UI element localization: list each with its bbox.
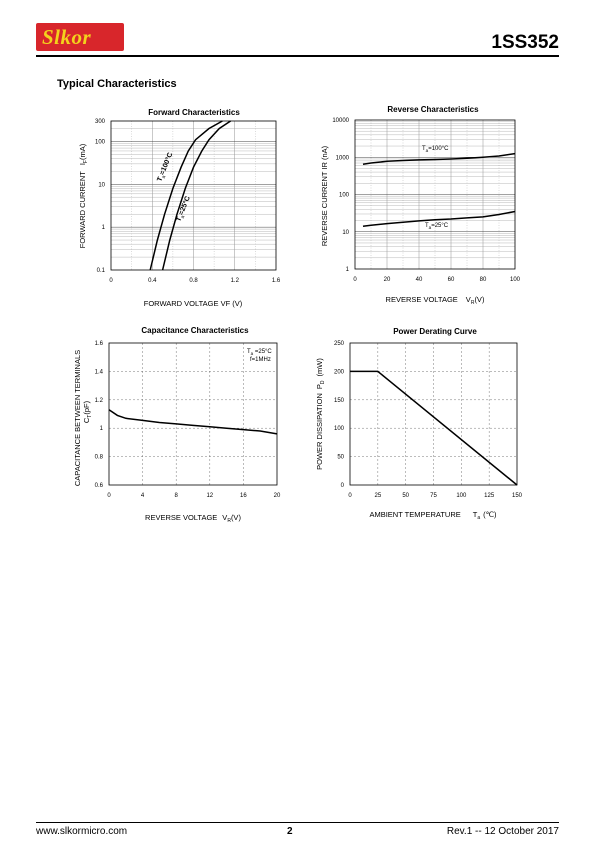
x-tick-label: 0 (109, 278, 113, 284)
plot-frame (349, 342, 518, 486)
x-axis-label: AMBIENT TEMPERATURE Ta (℃) (369, 510, 497, 521)
y-tick-label: 1.6 (95, 341, 104, 347)
y-axis-label-unit: CT(pF) (82, 400, 93, 423)
y-tick-label: 150 (334, 398, 345, 404)
y-tick-label: 100 (339, 193, 350, 199)
x-tick-label: 75 (430, 493, 437, 499)
y-tick-label: 250 (334, 341, 345, 347)
brand-logo: Slkor (36, 23, 124, 51)
y-tick-label: 10000 (332, 118, 349, 124)
test-condition-freq: f=1MHz (250, 357, 271, 363)
y-tick-label: 1.2 (95, 398, 104, 404)
x-tick-label: 1.2 (231, 278, 240, 284)
y-tick-label: 1 (100, 426, 104, 432)
footer-revision: Rev.1 -- 12 October 2017 (446, 826, 559, 837)
series-line (362, 210, 516, 228)
x-tick-label: 0.8 (189, 278, 198, 284)
x-tick-label: 50 (402, 493, 409, 499)
chart-title: Reverse Characteristics (387, 105, 479, 114)
y-tick-label: 100 (334, 426, 345, 432)
y-tick-label: 1.4 (95, 369, 104, 375)
series-line (161, 120, 232, 271)
y-axis-label-main: CAPACITANCE BETWEEN TERMINALS (73, 350, 82, 486)
section-title: Typical Characteristics (57, 78, 177, 90)
x-tick-label: 150 (512, 493, 523, 499)
plot-frame (354, 119, 516, 270)
y-tick-label: 100 (95, 139, 106, 145)
y-tick-label: 300 (95, 119, 106, 125)
footer-divider (36, 822, 559, 823)
plot-frame (108, 342, 278, 486)
x-tick-label: 60 (448, 277, 455, 283)
plot-frame (110, 120, 277, 271)
y-tick-label: 10 (342, 230, 349, 236)
x-tick-label: 80 (480, 277, 487, 283)
series-line (108, 409, 278, 435)
series-label-25c: Ta=25°C (425, 223, 449, 230)
x-axis-label: REVERSE VOLTAGE VR(V) (386, 295, 485, 306)
y-tick-label: 0.6 (95, 483, 104, 489)
part-number: 1SS352 (491, 32, 559, 53)
y-axis-label: FORWARD CURRENTIF(mA) (78, 143, 89, 248)
x-tick-label: 20 (384, 277, 391, 283)
x-tick-label: 125 (484, 493, 495, 499)
logo-text: Slkor (42, 25, 92, 49)
y-tick-label: 50 (337, 455, 344, 461)
chart-title: Forward Characteristics (148, 108, 240, 117)
x-tick-label: 25 (374, 493, 381, 499)
footer-page-number: 2 (287, 826, 293, 837)
x-tick-label: 8 (175, 493, 179, 499)
chart-title: Power Derating Curve (393, 327, 477, 336)
x-axis-label: FORWARD VOLTAGE VF (V) (144, 299, 243, 308)
y-tick-label: 1000 (336, 155, 350, 161)
y-tick-label: 200 (334, 369, 345, 375)
x-tick-label: 0 (348, 493, 352, 499)
x-tick-label: 0.4 (148, 278, 157, 284)
y-tick-label: 0 (341, 483, 345, 489)
y-tick-label: 0.1 (97, 268, 106, 274)
x-tick-label: 0 (107, 493, 111, 499)
y-axis-label: REVERSE CURRENT IR (nA) (320, 145, 329, 246)
series-label-100c: Ta=100°C (422, 146, 449, 153)
y-tick-label: 1 (102, 225, 106, 231)
series-line (149, 120, 223, 271)
x-tick-label: 12 (206, 493, 213, 499)
chart-title: Capacitance Characteristics (141, 326, 249, 335)
series-line (350, 370, 518, 486)
x-tick-label: 16 (240, 493, 247, 499)
y-tick-label: 0.8 (95, 455, 104, 461)
series-line (362, 152, 516, 165)
header-divider (36, 55, 559, 57)
y-tick-label: 1 (346, 267, 350, 273)
x-axis-label: REVERSE VOLTAGE VR(V) (145, 513, 241, 524)
x-tick-label: 0 (353, 277, 357, 283)
footer-website[interactable]: www.slkormicro.com (36, 826, 128, 837)
y-tick-label: 10 (98, 182, 105, 188)
x-tick-label: 100 (510, 277, 521, 283)
x-tick-label: 4 (141, 493, 145, 499)
x-tick-label: 20 (274, 493, 281, 499)
y-axis-label: POWER DISSIPATIONPD(mW) (315, 358, 326, 470)
x-tick-label: 1.6 (272, 278, 281, 284)
test-condition-temp: Ta =25°C (247, 349, 272, 356)
x-tick-label: 100 (456, 493, 467, 499)
x-tick-label: 40 (416, 277, 423, 283)
